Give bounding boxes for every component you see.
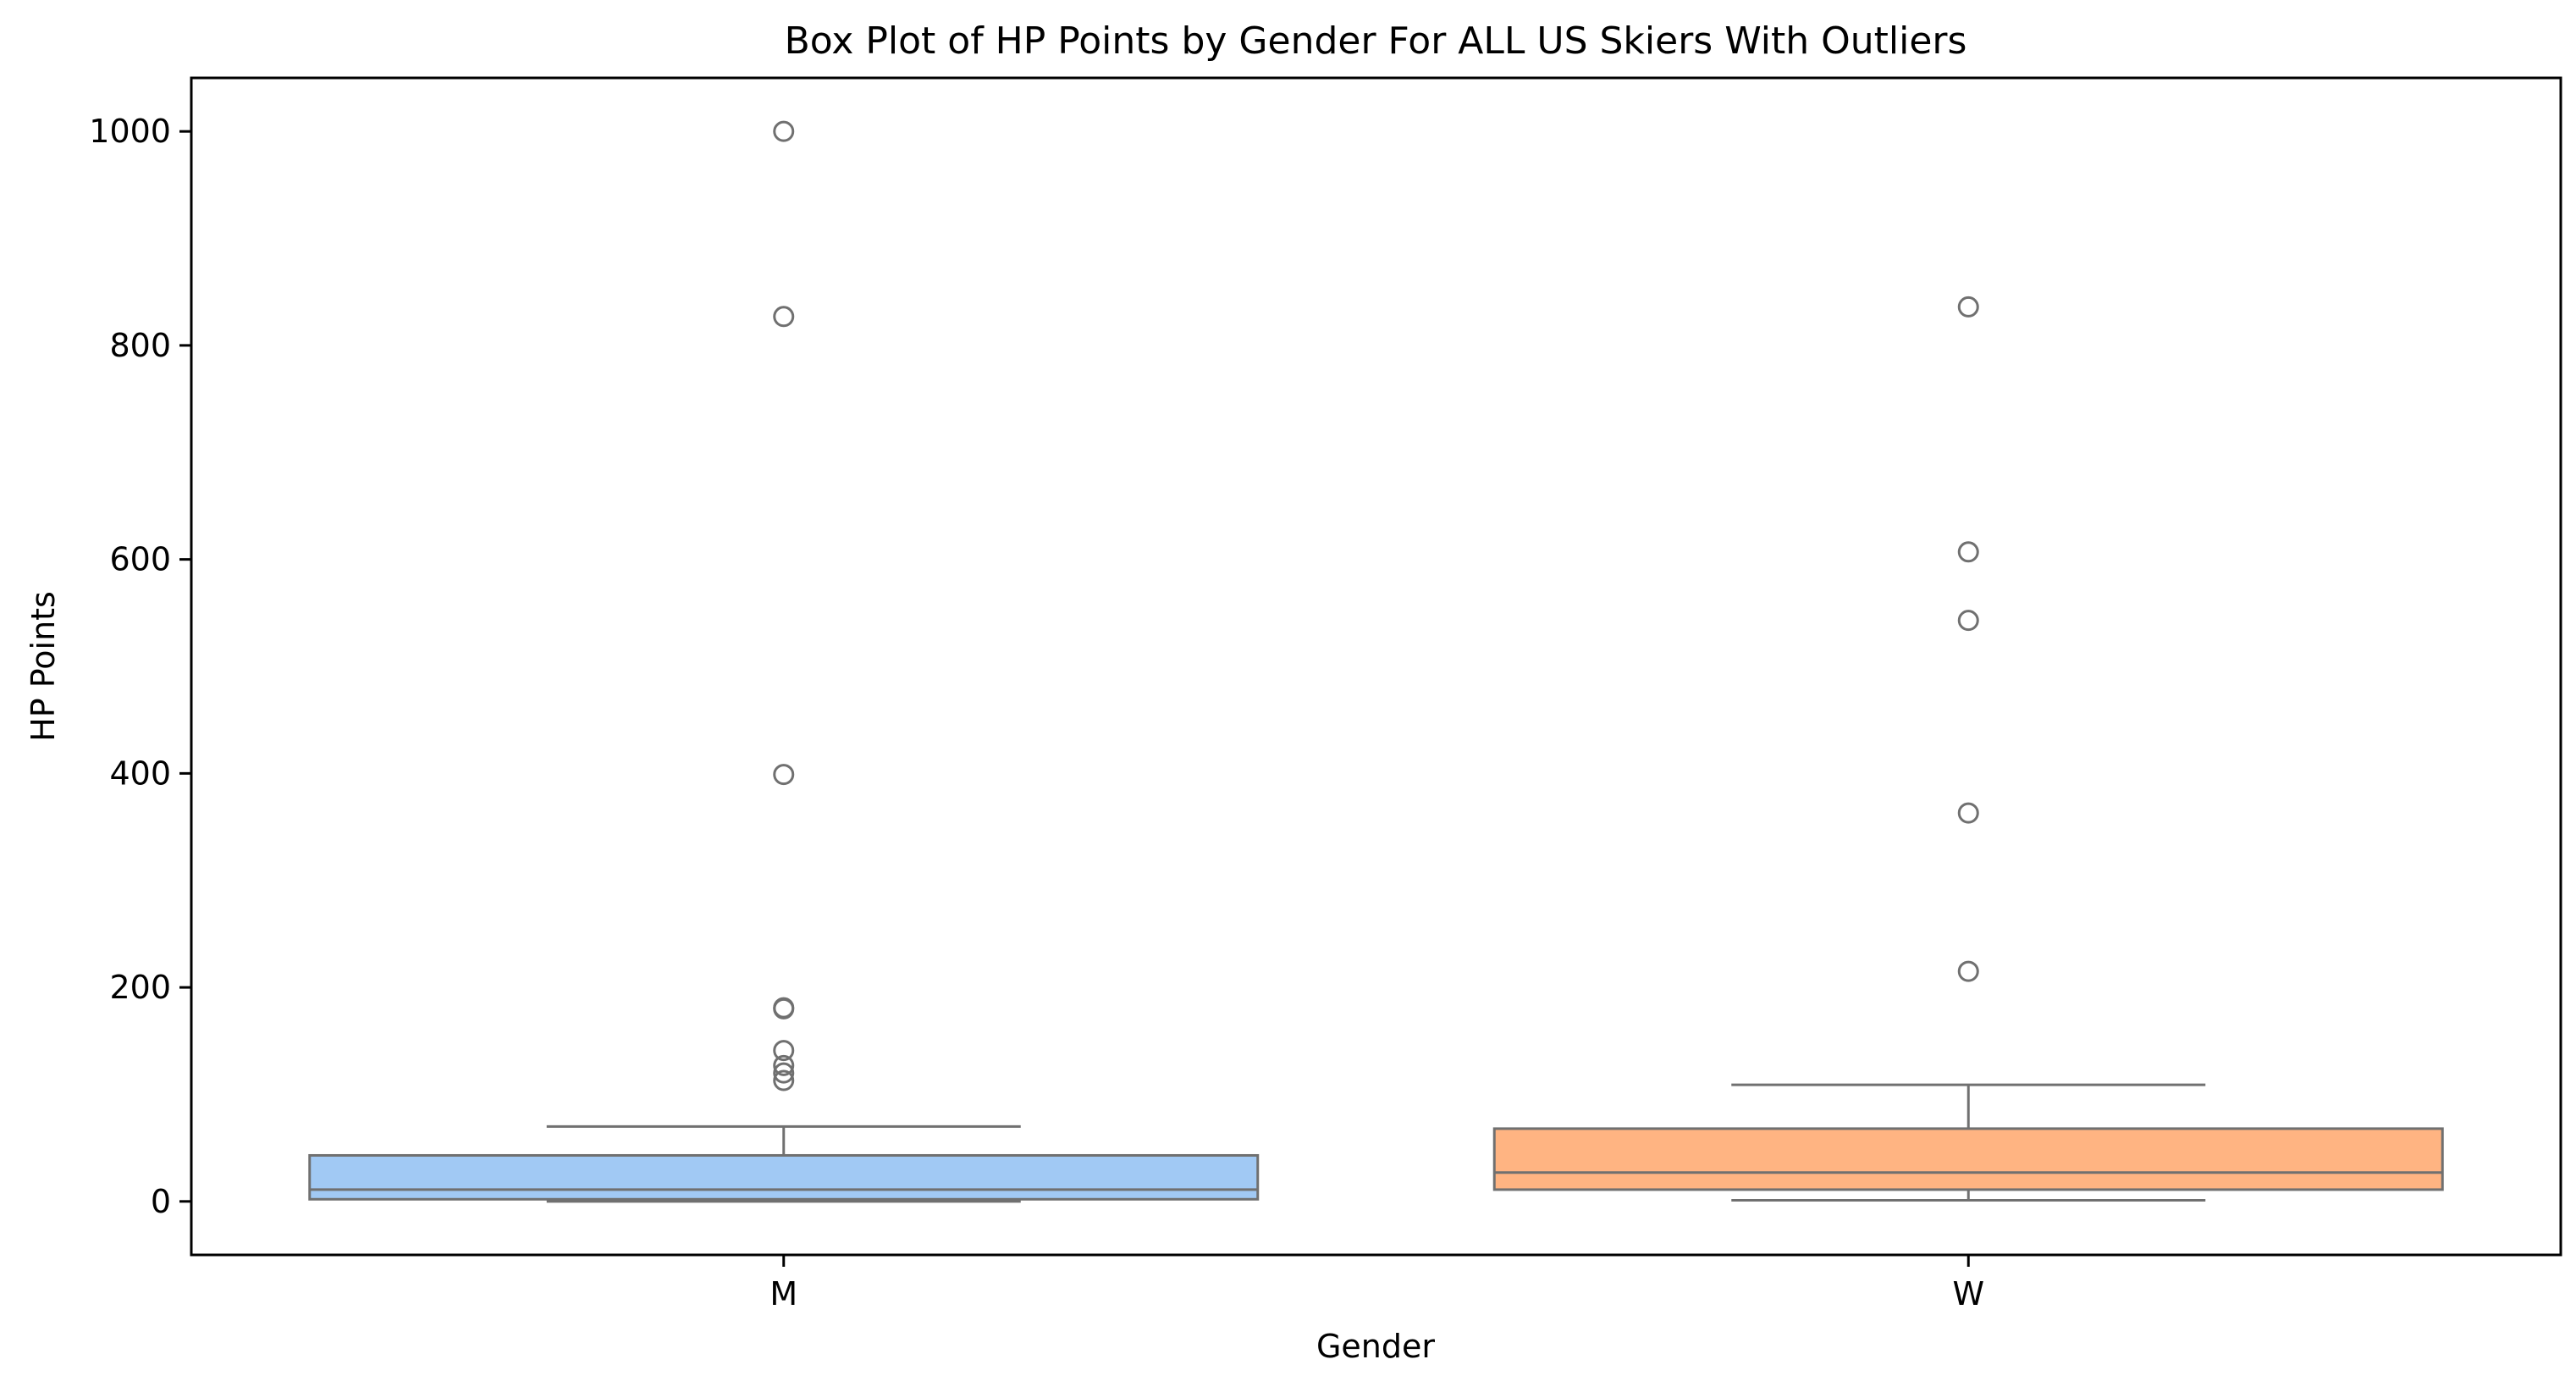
plot-frame	[190, 76, 2562, 1257]
outlier-point	[773, 1069, 795, 1091]
outlier-point	[1957, 610, 1979, 632]
iqr-box	[1492, 1127, 2444, 1191]
outlier-point	[773, 120, 795, 142]
outlier-point	[773, 1054, 795, 1076]
y-axis-label: HP Points	[25, 591, 62, 742]
outlier-point	[773, 1062, 795, 1084]
y-tick-label: 800	[109, 327, 171, 364]
x-axis-label: Gender	[1316, 1328, 1435, 1365]
x-tick-label: W	[1952, 1275, 1984, 1312]
y-tick-label: 600	[109, 541, 171, 578]
outlier-point	[1957, 960, 1979, 982]
box-group-w	[1492, 296, 2444, 1202]
outlier-point	[1957, 541, 1979, 563]
x-tick-label: M	[769, 1275, 797, 1312]
y-tick-label: 1000	[89, 113, 171, 150]
y-axis: 0 200 400 600 800 1000	[89, 113, 191, 1220]
y-tick-label: 400	[109, 754, 171, 792]
outlier-point	[773, 997, 795, 1019]
outlier-point	[1957, 802, 1979, 824]
y-tick-label: 0	[151, 1183, 171, 1220]
box-group-m	[308, 120, 1260, 1203]
plot-area	[308, 120, 2444, 1203]
outlier-point	[773, 764, 795, 786]
outlier-point	[773, 1040, 795, 1062]
outlier-point	[773, 306, 795, 328]
y-tick-label: 200	[109, 969, 171, 1006]
outlier-point	[1957, 296, 1979, 318]
chart-title: Box Plot of HP Points by Gender For ALL …	[785, 19, 1967, 63]
iqr-box	[308, 1153, 1260, 1201]
